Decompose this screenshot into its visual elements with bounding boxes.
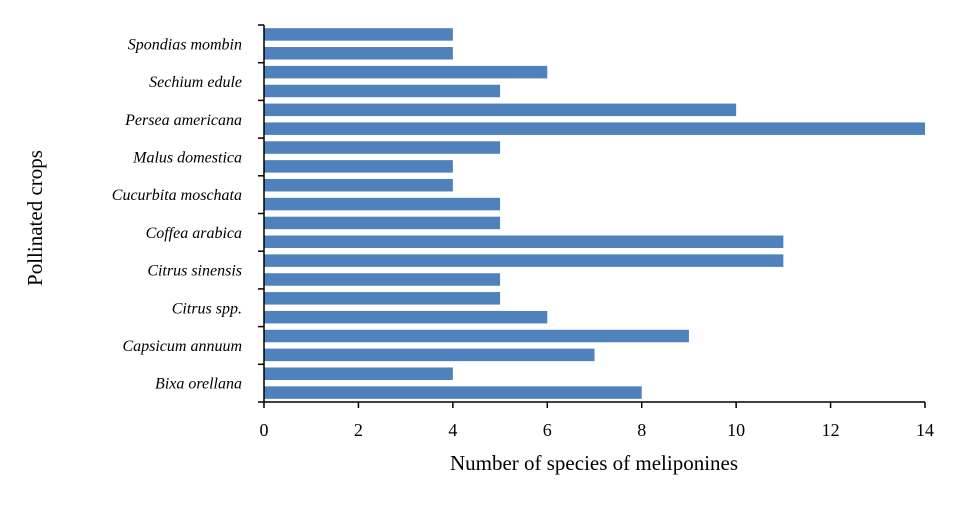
bar-6 xyxy=(264,122,925,135)
category-label: Sechium edule xyxy=(149,74,242,91)
category-label: Capsicum annuum xyxy=(122,338,242,355)
bar-8 xyxy=(264,160,453,173)
bar-17 xyxy=(264,329,689,343)
bar-4 xyxy=(264,84,501,98)
bar-12 xyxy=(264,235,784,249)
x-tick-label: 4 xyxy=(448,420,457,440)
bar-11 xyxy=(264,216,501,230)
bars xyxy=(264,28,925,399)
bar-1 xyxy=(264,28,453,41)
bar-9 xyxy=(264,178,453,192)
category-label: Spondias mombin xyxy=(128,36,242,53)
bar-19 xyxy=(264,367,453,380)
category-label: Cucurbita moschata xyxy=(112,187,242,204)
x-tick-label: 10 xyxy=(727,420,745,440)
y-axis-ticks xyxy=(258,24,264,403)
x-tick-label: 8 xyxy=(637,420,646,440)
bar-5 xyxy=(264,103,737,117)
category-label: Bixa orellana xyxy=(155,376,242,393)
bar-20 xyxy=(264,386,642,399)
x-axis-ticks: 0 2 4 6 8 10 12 14 xyxy=(260,402,934,440)
bar-13 xyxy=(264,254,784,267)
x-axis-title: Number of species of meliponines xyxy=(450,451,738,475)
category-label: Coffea arabica xyxy=(146,225,242,242)
category-label: Malus domestica xyxy=(132,149,242,166)
x-tick-label: 2 xyxy=(354,420,363,440)
x-tick-label: 0 xyxy=(260,420,269,440)
bar-3 xyxy=(264,65,548,79)
bar-10 xyxy=(264,197,501,211)
bar-15 xyxy=(264,292,501,305)
x-tick-label: 6 xyxy=(543,420,552,440)
bar-7 xyxy=(264,141,501,154)
bar-2 xyxy=(264,47,453,60)
x-tick-label: 12 xyxy=(822,420,840,440)
category-label: Citrus sinensis xyxy=(147,263,242,280)
category-labels: Spondias mombin Sechium edule Persea ameri… xyxy=(112,36,242,392)
category-label: Citrus spp. xyxy=(172,300,242,317)
bar-16 xyxy=(264,310,548,324)
bar-18 xyxy=(264,348,595,362)
bar-14 xyxy=(264,273,501,286)
x-tick-label: 14 xyxy=(916,420,934,440)
y-axis-title: Pollinated crops xyxy=(23,150,47,286)
category-label: Persea americana xyxy=(124,112,242,129)
